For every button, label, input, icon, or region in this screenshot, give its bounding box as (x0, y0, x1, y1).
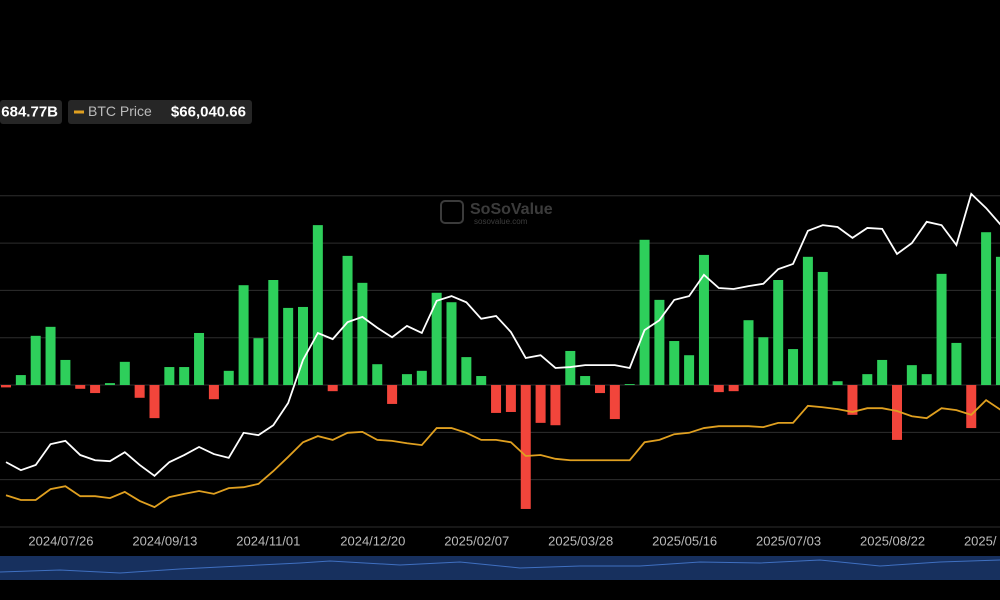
watermark-subtitle: sosovalue.com (474, 217, 528, 226)
bar (862, 374, 873, 386)
bar (877, 359, 888, 386)
bar (921, 374, 932, 386)
bar (966, 385, 977, 429)
bar (387, 385, 398, 404)
x-tick-label: 2025/07/03 (756, 533, 821, 548)
bar (595, 385, 605, 394)
bar (817, 271, 828, 386)
bar (327, 385, 338, 392)
bar (238, 285, 249, 386)
bar (758, 337, 769, 386)
bar (298, 306, 308, 386)
x-tick-label: 2024/07/26 (28, 533, 93, 548)
bar (253, 338, 264, 386)
bar (104, 383, 115, 386)
bar (30, 335, 41, 386)
bar (639, 239, 650, 386)
watermark: SoSoValue sosovalue.com (440, 200, 553, 226)
bar (431, 292, 442, 386)
bar (446, 302, 457, 386)
x-tick-label: 2025/03/28 (548, 533, 613, 548)
bar (268, 279, 279, 386)
bar (713, 385, 724, 393)
bar (461, 357, 472, 386)
navigator (0, 556, 1000, 580)
x-tick-label: 2024/12/20 (340, 533, 405, 548)
x-tick-label: 2024/09/13 (132, 533, 197, 548)
line (5, 192, 1000, 478)
bar (208, 385, 219, 400)
bar (565, 350, 576, 386)
bar (164, 367, 175, 386)
legend-value: 684.77B (1, 103, 58, 120)
bar (580, 376, 591, 386)
watermark-title: SoSoValue (470, 201, 553, 218)
legend-value: $66,040.66 (171, 103, 246, 120)
watermark-logo (440, 200, 464, 224)
bar (906, 365, 917, 386)
bar (372, 364, 383, 386)
bar (401, 374, 412, 386)
line (5, 399, 1000, 509)
bar (520, 385, 531, 509)
bar (416, 370, 427, 386)
bar (624, 384, 635, 386)
bar (981, 232, 992, 386)
bar (743, 320, 754, 386)
bar (283, 307, 294, 386)
bar (357, 282, 368, 386)
bar (491, 385, 502, 413)
bar (788, 349, 799, 386)
x-tick-label: 2025/02/07 (444, 533, 509, 548)
legend-box (68, 100, 252, 124)
bar (45, 326, 56, 386)
x-tick-label: 2025/08/22 (860, 533, 925, 548)
bar (698, 254, 709, 386)
bar (179, 367, 190, 386)
bar (223, 370, 234, 386)
bar (550, 385, 561, 426)
bar (728, 385, 739, 392)
bar (669, 341, 680, 386)
bar (684, 355, 695, 386)
navigator-line (0, 559, 1000, 574)
bar (802, 256, 813, 386)
x-tick-label: 2025/ (964, 533, 997, 548)
x-tick-label: 2024/11/01 (236, 533, 300, 548)
bar (535, 385, 546, 423)
bar (149, 385, 160, 419)
bar (119, 361, 130, 386)
bar (194, 332, 205, 386)
bar (832, 381, 843, 386)
bar (892, 385, 902, 440)
bar (312, 225, 323, 386)
bar (60, 359, 71, 386)
bar (505, 385, 516, 412)
bar (342, 255, 353, 386)
bar (1, 385, 11, 388)
bar (995, 256, 1000, 386)
bar (15, 375, 26, 386)
bar (847, 385, 858, 415)
bar (936, 273, 947, 386)
bar (654, 299, 665, 386)
bar (90, 385, 101, 394)
legend-name: BTC Price (88, 103, 152, 119)
bar (134, 385, 145, 398)
bar (609, 385, 620, 420)
bar (75, 385, 86, 389)
bar (476, 376, 487, 386)
bar (773, 279, 784, 386)
legend-box (0, 100, 62, 124)
bar (951, 342, 962, 386)
x-tick-label: 2025/05/16 (652, 533, 717, 548)
